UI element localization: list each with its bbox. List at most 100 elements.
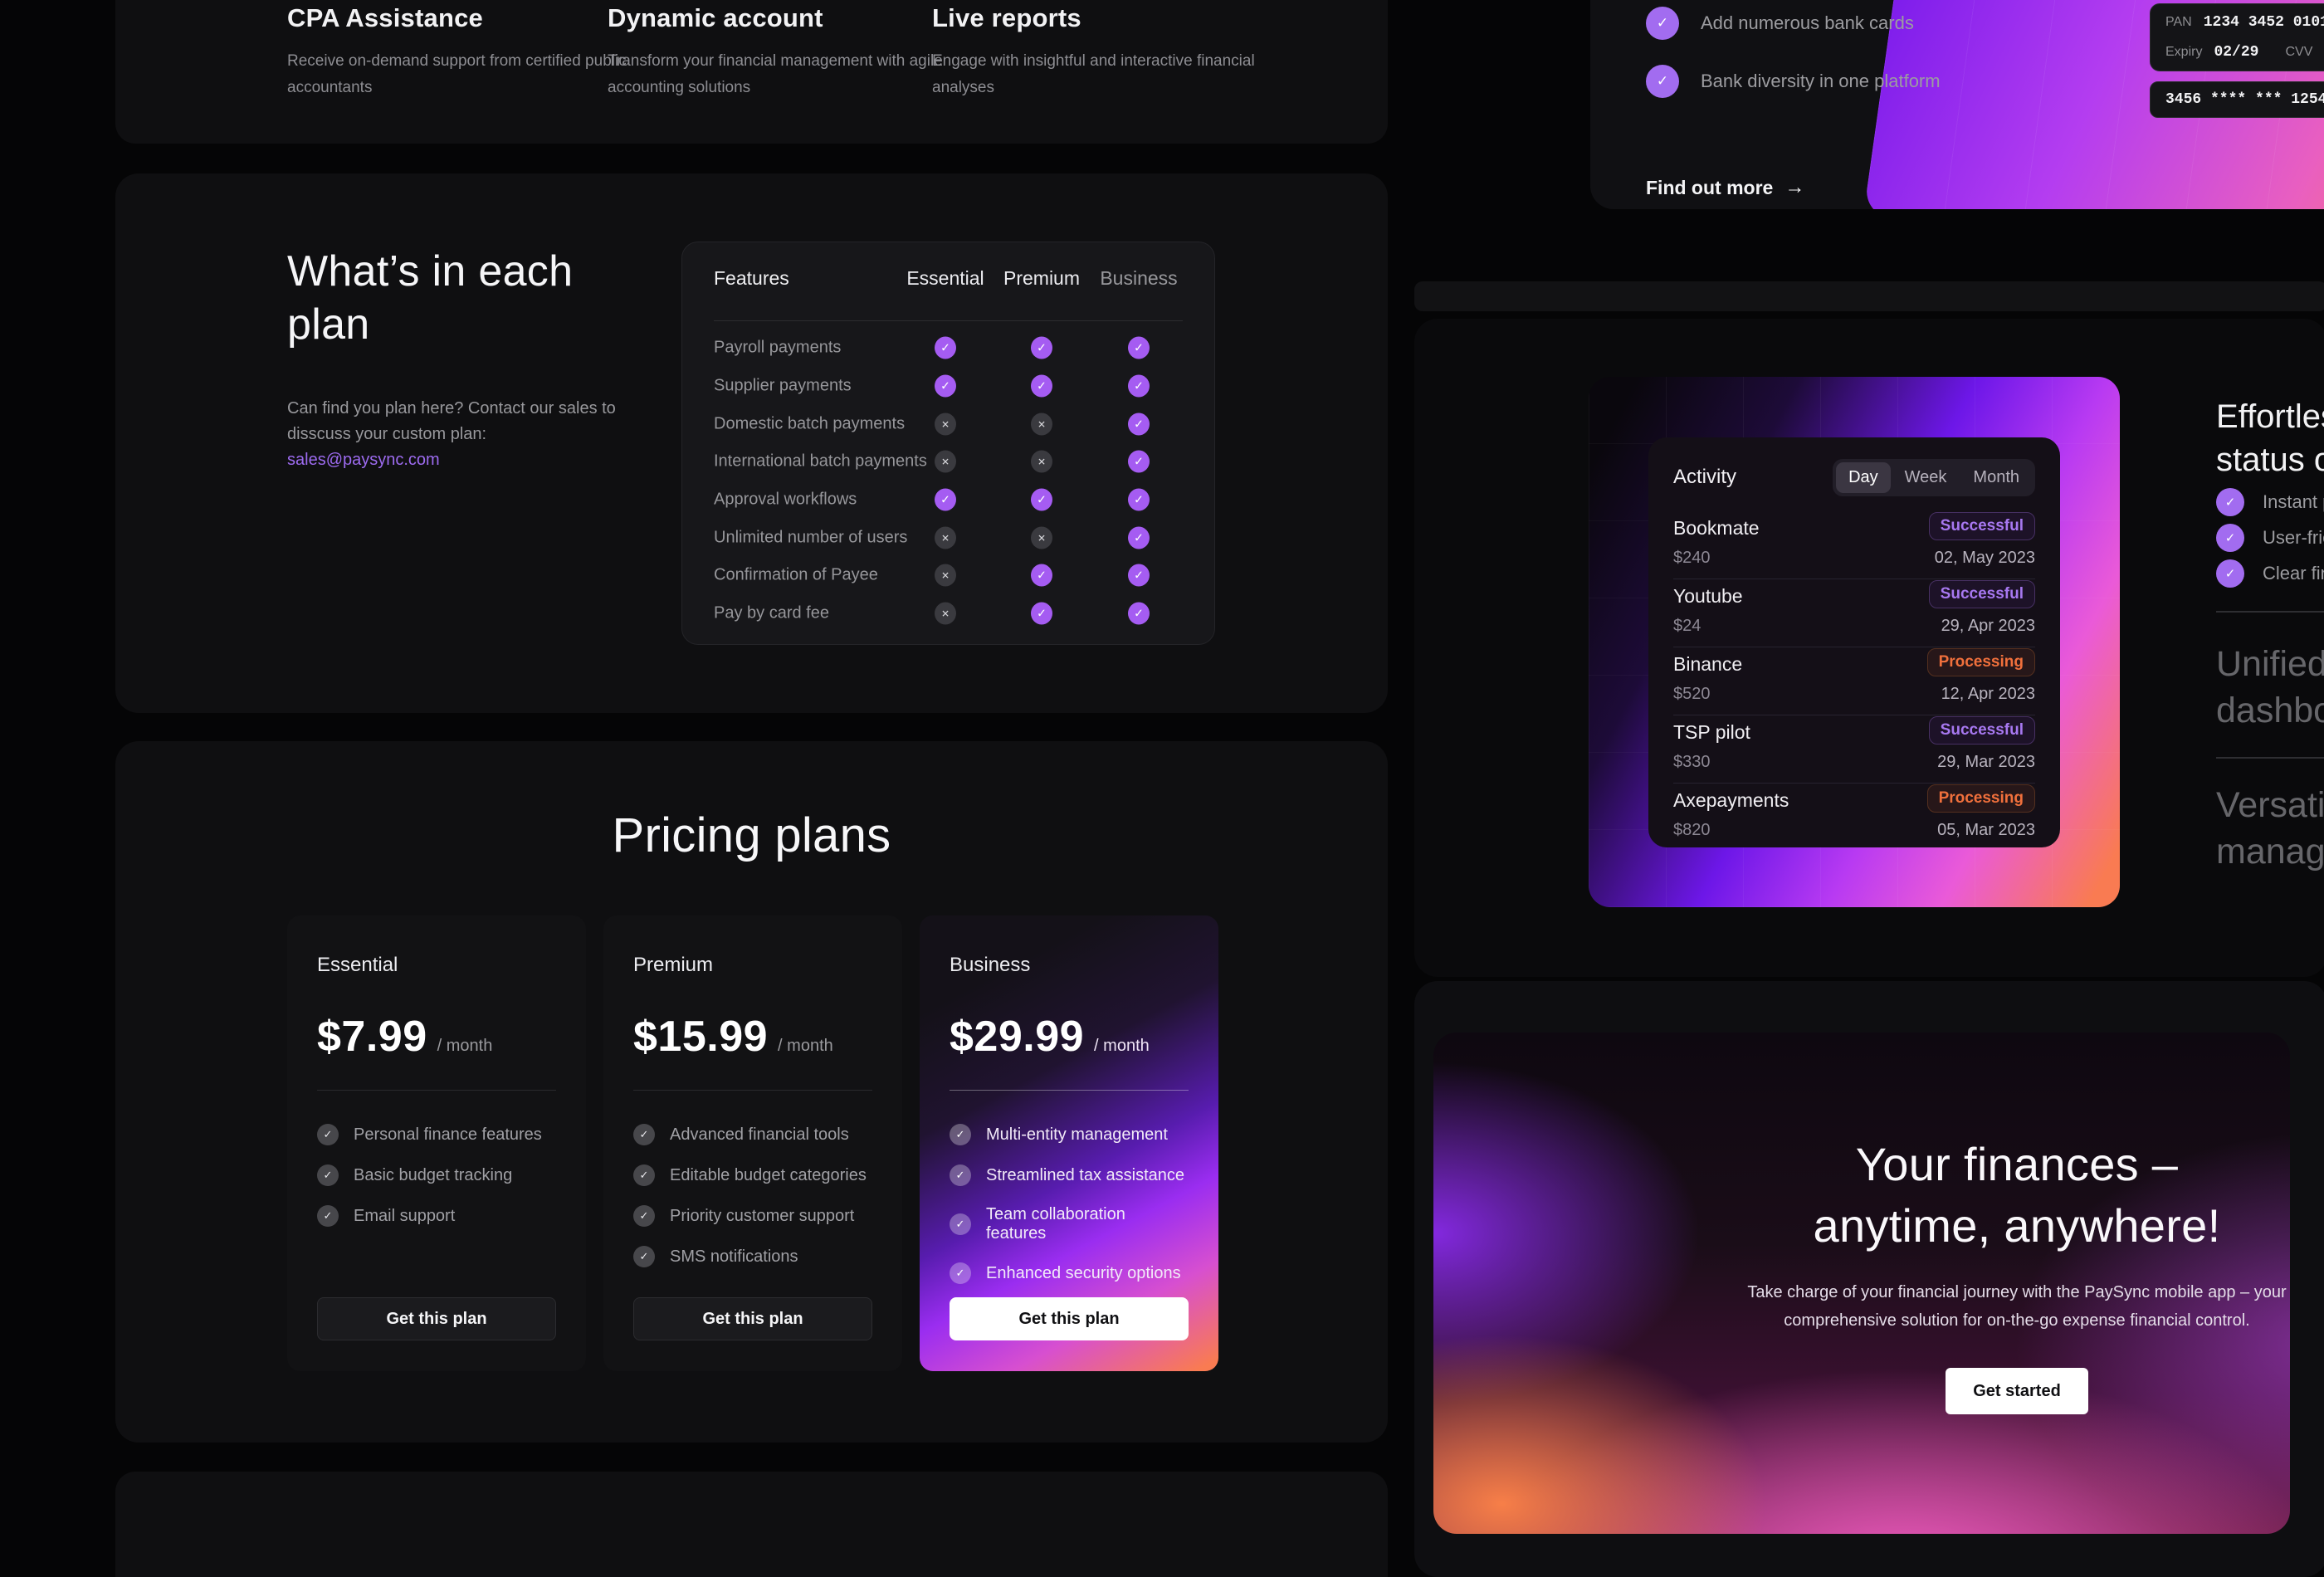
feature-mark-icon xyxy=(935,413,956,436)
plan-divider xyxy=(317,1090,556,1091)
feature-mark-icon xyxy=(935,450,956,473)
period-segmented-control: Day Week Month xyxy=(1833,458,2035,496)
table-row: International batch payments xyxy=(682,442,1214,481)
highlight-title: Live reports xyxy=(932,3,1081,32)
transaction-name: TSP pilot xyxy=(1673,721,1750,743)
get-started-button[interactable]: Get started xyxy=(1946,1368,2088,1414)
table-row: Supplier payments xyxy=(682,367,1214,405)
tab-week[interactable]: Week xyxy=(1904,467,1947,486)
plan-feature: Editable budget categories xyxy=(633,1164,872,1186)
activity-section: Activity Day Week Month Bookmate $240 Su… xyxy=(1414,319,2324,977)
hero-heading: Your finances – anytime, anywhere! xyxy=(1813,1138,2221,1252)
transaction-amount: $820 xyxy=(1673,821,1711,839)
activity-title: Activity xyxy=(1673,466,1737,488)
column-header-premium: Premium xyxy=(1003,267,1081,289)
plan-feature: Personal finance features xyxy=(317,1124,556,1145)
table-header-divider xyxy=(714,320,1183,321)
sales-email-link[interactable]: sales@paysync.com xyxy=(287,451,440,469)
status-point: Instant payrol xyxy=(2216,488,2324,516)
feature-mark-icon xyxy=(1031,450,1052,473)
highlight-description: Engage with insightful and interactive f… xyxy=(932,52,1255,96)
feature-mark-icon xyxy=(1128,488,1150,511)
transaction-name: Youtube xyxy=(1673,585,1743,607)
check-icon xyxy=(1646,65,1679,98)
check-icon xyxy=(2216,488,2244,516)
status-badge: Successful xyxy=(1928,512,2035,540)
feature-mark-icon xyxy=(1031,413,1052,436)
card-details-box: PAN 1234 3452 0101 2 Expiry 02/29 CVV 34… xyxy=(2150,3,2324,71)
transaction-row: Binance $520 Processing 12, Apr 2023 xyxy=(1673,648,2035,715)
plan-price-row: $29.99 / month xyxy=(950,1012,1189,1062)
cvv-label: CVV xyxy=(2285,45,2313,59)
transaction-name: Bookmate xyxy=(1673,517,1760,539)
expiry-value: 02/29 xyxy=(2214,44,2259,61)
transaction-date: 29, Apr 2023 xyxy=(1941,617,2035,635)
feature-label: Payroll payments xyxy=(714,338,842,357)
highlight-live-reports: Live reports Engage with insightful and … xyxy=(932,0,1281,101)
plan-feature-list: Personal finance features Basic budget t… xyxy=(317,1124,556,1227)
table-row: Domestic batch payments xyxy=(682,405,1214,443)
transaction-row: Youtube $24 Successful 29, Apr 2023 xyxy=(1673,580,2035,647)
plan-name: Essential xyxy=(317,954,398,976)
column-header-business: Business xyxy=(1100,267,1178,289)
plan-comparison-intro: What’s in each plan Can find you plan he… xyxy=(287,245,652,473)
feature-mark-icon xyxy=(1031,336,1052,359)
find-out-more-link[interactable]: Find out more xyxy=(1646,176,1804,199)
plan-card-business: Business $29.99 / month Multi-entity man… xyxy=(920,915,1218,1371)
feature-mark-icon xyxy=(1031,374,1052,398)
masked-card-number: 3456 **** *** 1254 xyxy=(2150,81,2324,118)
get-plan-button[interactable]: Get this plan xyxy=(317,1297,556,1340)
tab-month[interactable]: Month xyxy=(1973,467,2019,486)
check-icon xyxy=(2216,524,2244,552)
plan-name: Business xyxy=(950,954,1031,976)
plan-feature: Enhanced security options xyxy=(950,1262,1189,1284)
highlight-title: CPA Assistance xyxy=(287,3,483,32)
plan-feature: Team collaboration features xyxy=(950,1205,1189,1243)
transaction-date: 02, May 2023 xyxy=(1934,549,2035,567)
activity-card: Activity Day Week Month Bookmate $240 Su… xyxy=(1648,437,2060,847)
feature-label: Supplier payments xyxy=(714,376,852,395)
feature-label: Confirmation of Payee xyxy=(714,565,878,584)
status-badge: Processing xyxy=(1926,784,2035,813)
transaction-date: 12, Apr 2023 xyxy=(1941,685,2035,703)
table-row: Pay by card fee xyxy=(682,594,1214,632)
highlight-title: Dynamic account xyxy=(608,3,823,32)
plan-period: / month xyxy=(437,1037,493,1055)
pan-label: PAN xyxy=(2165,15,2192,29)
feature-mark-icon xyxy=(1031,526,1052,549)
get-plan-button[interactable]: Get this plan xyxy=(633,1297,872,1340)
highlight-dynamic-account: Dynamic account Transform your financial… xyxy=(608,0,956,101)
status-divider xyxy=(2216,757,2324,759)
feature-mark-icon xyxy=(935,526,956,549)
pricing-title: Pricing plans xyxy=(612,808,891,862)
plan-period: / month xyxy=(1094,1037,1150,1055)
feature-mark-icon xyxy=(1128,564,1150,587)
feature-mark-icon xyxy=(935,374,956,398)
status-badge: Successful xyxy=(1928,716,2035,745)
section-divider-strip xyxy=(1414,281,2324,311)
get-plan-button[interactable]: Get this plan xyxy=(950,1297,1189,1340)
feature-label: Unlimited number of users xyxy=(714,528,908,547)
plan-period: / month xyxy=(778,1037,833,1055)
check-icon xyxy=(633,1246,655,1267)
tab-day[interactable]: Day xyxy=(1836,461,1891,493)
transaction-name: Axepayments xyxy=(1673,789,1789,811)
expiry-label: Expiry xyxy=(2165,45,2203,59)
hero-body: Take charge of your financial journey wi… xyxy=(1747,1283,2287,1330)
management-heading-line2: managem xyxy=(2216,832,2324,872)
status-divider xyxy=(2216,611,2324,613)
check-icon xyxy=(950,1124,971,1145)
plan-comparison-section: What’s in each plan Can find you plan he… xyxy=(115,173,1388,713)
feature-mark-icon xyxy=(1128,374,1150,398)
feature-mark-icon xyxy=(1031,564,1052,587)
feature-highlights-section: CPA Assistance Receive on-demand support… xyxy=(115,0,1388,144)
bank-cards-point: Bank diversity in one platform xyxy=(1646,65,1941,98)
plan-feature: Priority customer support xyxy=(633,1205,872,1227)
bank-cards-point: Add numerous bank cards xyxy=(1646,7,1914,40)
plan-feature-list: Multi-entity management Streamlined tax … xyxy=(950,1124,1189,1325)
plan-feature: Advanced financial tools xyxy=(633,1124,872,1145)
transaction-amount: $330 xyxy=(1673,753,1711,771)
feature-mark-icon xyxy=(1031,602,1052,625)
table-row: Payroll payments xyxy=(682,329,1214,367)
